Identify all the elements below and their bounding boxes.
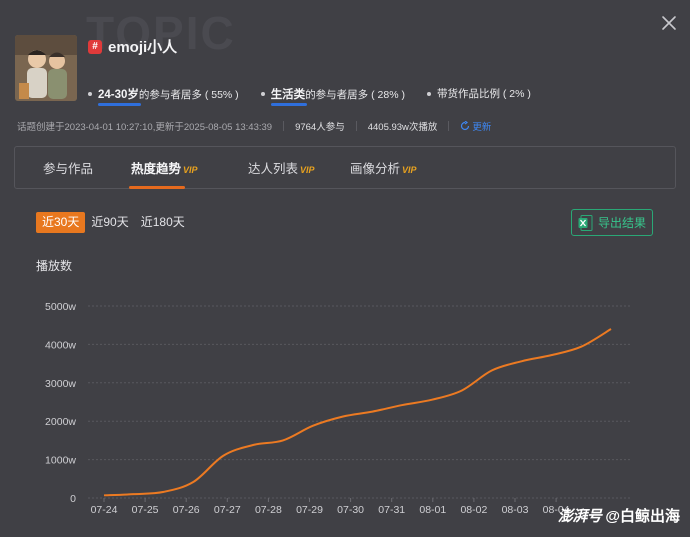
footer-author: @白鲸出海 [605,508,680,525]
x-tick-label: 07-27 [214,504,241,516]
active-tab-indicator [129,186,185,189]
x-tick-label: 07-28 [255,504,282,516]
vip-badge: VIP [183,165,198,175]
tab-label: 参与作品 [43,162,94,176]
x-tick-label: 07-25 [132,504,159,516]
time-range-selector: 近30天 近90天 近180天 [36,212,191,233]
y-tick-label: 4000w [45,339,76,351]
stat-age-highlight: 24-30岁 [98,86,141,106]
bullet-icon [260,92,265,96]
range-90-days[interactable]: 近90天 [91,215,129,229]
participants-count: 9764人参与 [295,122,345,133]
y-tick-label: 3000w [45,378,76,390]
topic-meta-row: 话题创建于2023-04-01 10:27:10,更新于2025-08-05 1… [17,119,491,133]
stat-age: 24-30岁 的参与者居多 ( 55% ) [88,86,239,106]
range-30-days[interactable]: 近30天 [36,212,86,233]
tab-label: 热度趋势 [131,162,182,176]
created-updated-time: 话题创建于2023-04-01 10:27:10,更新于2025-08-05 1… [17,122,273,133]
export-label: 导出结果 [597,216,646,230]
topic-name: emoji小人 [108,39,178,56]
stat-commerce: 带货作品比例 ( 2% ) [426,86,531,102]
audience-stats: 24-30岁 的参与者居多 ( 55% ) 生活类 的参与者居多 ( 28% )… [88,86,531,106]
stat-age-suffix: 的参与者居多 ( 55% ) [138,89,239,101]
avatar-illustration [15,35,77,101]
y-tick-label: 0 [70,493,76,505]
tab-portrait[interactable]: 画像分析 VIP [350,158,417,177]
close-icon [662,16,676,30]
divider [283,121,285,131]
refresh-label: 更新 [472,122,492,133]
x-tick-label: 07-30 [337,504,364,516]
divider [448,121,450,131]
y-tick-label: 5000w [45,301,76,313]
bullet-icon [88,92,92,96]
y-axis-label: 播放数 [36,259,73,273]
tab-trend[interactable]: 热度趋势 VIP [131,158,198,177]
refresh-icon [461,121,470,131]
x-tick-label: 08-03 [502,504,529,516]
topic-avatar [15,35,77,101]
hashtag-icon: # [88,39,102,54]
series-line[interactable] [103,328,612,497]
footer-watermark: 澎湃号 @白鲸出海 [558,505,680,526]
x-tick-label: 07-26 [173,504,200,516]
stat-category: 生活类 的参与者居多 ( 28% ) [260,86,405,106]
refresh-button[interactable]: 更新 [460,119,491,133]
topic-watermark: TOPIC [86,7,236,59]
footer-brand: 澎湃号 [557,508,602,525]
range-180-days[interactable]: 近180天 [140,215,185,229]
vip-badge: VIP [300,165,315,175]
stat-category-highlight: 生活类 [270,86,307,106]
x-tick-label: 07-24 [91,504,118,516]
x-tick-label: 07-31 [378,504,405,516]
topic-title-row: # emoji小人 [88,36,177,57]
stat-category-suffix: 的参与者居多 ( 28% ) [305,89,405,101]
x-tick-label: 08-04 [543,504,570,516]
divider [355,121,357,131]
excel-icon [578,214,593,231]
x-tick-label: 08-01 [419,504,446,516]
tab-label: 达人列表 [248,162,299,176]
close-button[interactable] [658,12,680,34]
tab-works[interactable]: 参与作品 [43,158,93,177]
x-tick-label: 07-29 [296,504,323,516]
tab-creators[interactable]: 达人列表 VIP [248,158,315,177]
tab-label: 画像分析 [350,162,401,176]
export-button[interactable]: 导出结果 [571,209,653,236]
stat-commerce-text: 带货作品比例 ( 2% ) [436,88,531,100]
plays-count: 4405.93w次播放 [367,122,438,133]
y-tick-label: 1000w [45,455,76,467]
y-tick-label: 2000w [45,416,76,428]
bullet-icon [426,92,431,96]
x-tick-label: 08-02 [460,504,487,516]
detail-tabs: 参与作品 热度趋势 VIP 达人列表 VIP 画像分析 VIP [14,146,676,189]
vip-badge: VIP [402,165,417,175]
